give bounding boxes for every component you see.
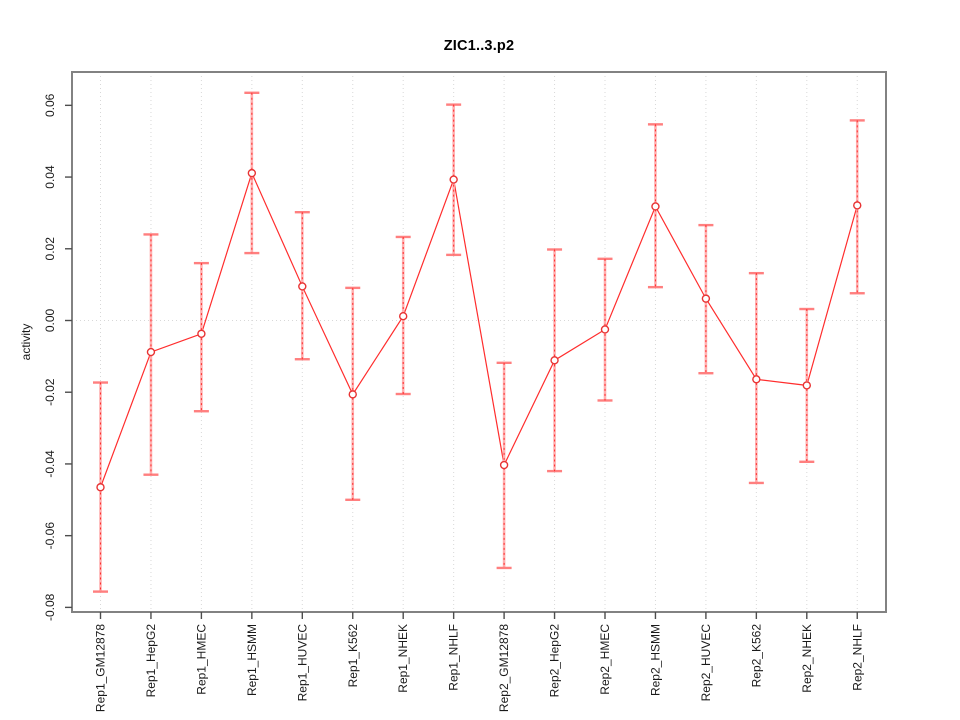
x-tick-label: Rep1_HMEC	[194, 624, 208, 695]
x-tick-label: Rep1_GM12878	[94, 624, 108, 712]
series-line	[99, 171, 858, 488]
data-point	[550, 356, 559, 365]
y-tick-label: -0.06	[43, 522, 57, 550]
x-tick-label: Rep2_HepG2	[548, 624, 562, 698]
data-point	[146, 347, 156, 357]
y-tick-label: -0.04	[43, 450, 57, 478]
x-tick-label: Rep1_HUVEC	[295, 624, 309, 702]
y-tick-label: 0.06	[43, 93, 57, 117]
data-point	[802, 381, 811, 390]
x-tick-label: Rep1_NHEK	[396, 624, 410, 693]
data-point	[853, 201, 862, 210]
x-tick-label: Rep2_HMEC	[598, 624, 612, 695]
x-tick-label: Rep1_K562	[346, 624, 360, 688]
x-tick-label: Rep2_NHEK	[800, 624, 814, 693]
y-tick-label: 0.00	[43, 308, 57, 332]
x-tick-label: Rep1_HSMM	[245, 624, 259, 696]
data-point	[600, 325, 610, 334]
data-point	[651, 202, 660, 211]
data-point	[197, 329, 206, 338]
data-point	[499, 460, 509, 470]
data-point	[96, 483, 105, 492]
data-point	[752, 375, 761, 384]
data-point	[399, 311, 408, 321]
x-tick-label: Rep1_HepG2	[144, 624, 158, 698]
data-point	[449, 175, 458, 184]
data-point	[247, 168, 257, 178]
x-tick-label: Rep2_HSMM	[648, 624, 662, 696]
x-tick-label: Rep1_NHLF	[447, 624, 461, 691]
x-tick-label: Rep2_K562	[749, 624, 763, 688]
y-tick-label: -0.08	[43, 593, 57, 621]
x-tick-label: Rep2_HUVEC	[699, 624, 713, 702]
data-point	[348, 390, 357, 399]
x-tick-label: Rep2_NHLF	[850, 624, 864, 691]
y-tick-label: 0.02	[43, 237, 57, 261]
y-tick-label: -0.02	[43, 378, 57, 406]
data-point	[701, 294, 711, 303]
chart-title: ZIC1..3.p2	[443, 38, 515, 54]
x-tick-label: Rep2_GM12878	[497, 624, 511, 712]
plot-frame	[71, 71, 887, 613]
y-axis-title: activity	[19, 323, 33, 361]
y-tick-label: 0.04	[43, 165, 57, 189]
data-point	[298, 282, 307, 291]
